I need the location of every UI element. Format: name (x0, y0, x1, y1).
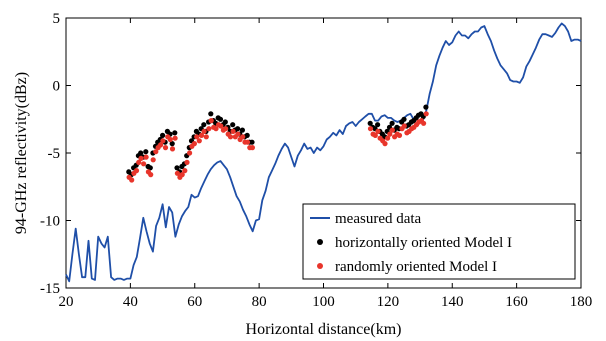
data-point-random (375, 128, 381, 134)
y-axis-ticks: 5 0 -5 -10 -15 (40, 11, 581, 297)
data-point-horizontal (208, 111, 214, 117)
series-layer (65, 22, 582, 283)
data-point-random (372, 132, 378, 138)
data-point-random (208, 118, 214, 124)
data-point-random (153, 149, 159, 155)
data-point-horizontal (160, 132, 166, 138)
data-point-random (387, 131, 393, 137)
y-tick-label: -15 (40, 281, 60, 297)
data-point-horizontal (367, 120, 373, 126)
data-point-random (213, 126, 219, 132)
data-point-random (136, 159, 142, 165)
data-point-random (196, 138, 202, 144)
data-point-random (187, 150, 193, 156)
x-tick-label: 120 (377, 294, 400, 310)
data-point-random (230, 128, 236, 134)
data-point-random (191, 141, 197, 147)
x-tick-label: 80 (252, 294, 267, 310)
x-tick-label: 180 (570, 294, 593, 310)
data-point-random (158, 142, 164, 148)
data-point-random (423, 111, 429, 117)
x-tick-label: 20 (59, 294, 74, 310)
data-point-random (421, 120, 427, 126)
data-point-horizontal (169, 141, 175, 147)
data-point-horizontal (201, 122, 207, 128)
data-point-horizontal (138, 150, 144, 156)
y-tick-label: 5 (53, 11, 61, 27)
data-point-random (179, 172, 185, 178)
data-point-horizontal (172, 130, 178, 136)
x-tick-label: 140 (441, 294, 464, 310)
legend-label-measured: measured data (335, 211, 422, 227)
data-point-horizontal (147, 165, 153, 171)
data-point-random (182, 168, 188, 174)
series-line-measured (65, 22, 582, 283)
data-point-random (169, 146, 176, 152)
data-point-horizontal (375, 122, 381, 128)
x-tick-label: 100 (312, 294, 335, 310)
data-point-random (401, 123, 407, 129)
legend-marker-horizontal (317, 239, 323, 245)
data-point-random (235, 131, 241, 137)
data-point-random (227, 134, 234, 140)
data-point-random (382, 141, 388, 147)
data-point-horizontal (401, 116, 407, 122)
data-point-horizontal (217, 116, 224, 122)
data-point-random (172, 135, 178, 141)
data-point-random (133, 168, 140, 174)
data-point-random (240, 134, 246, 140)
data-point-random (174, 170, 180, 176)
data-point-random (167, 136, 173, 143)
y-tick-label: 0 (53, 79, 61, 95)
legend-marker-random (317, 263, 323, 269)
data-point-random (143, 154, 149, 160)
data-point-horizontal (235, 126, 241, 132)
y-tick-label: -5 (48, 146, 61, 162)
y-tick-label: -10 (40, 214, 60, 230)
data-point-horizontal (423, 104, 429, 110)
x-tick-label: 60 (187, 294, 202, 310)
data-point-random (138, 155, 144, 161)
y-axis-label: 94-GHz reflectivity(dBz) (13, 72, 30, 234)
legend-box (302, 203, 576, 280)
data-point-random (198, 132, 205, 138)
data-point-horizontal (143, 149, 149, 155)
data-point-horizontal (230, 122, 236, 128)
data-point-random (223, 126, 229, 132)
data-point-random (162, 145, 169, 151)
data-point-horizontal (239, 127, 245, 133)
data-point-horizontal (222, 119, 228, 125)
data-point-random (141, 161, 147, 167)
data-point-random (385, 135, 391, 141)
data-point-random (396, 132, 403, 138)
data-point-random (150, 157, 156, 163)
legend-label-horizontal: horizontally oriented Model I (335, 235, 512, 251)
data-point-random (160, 138, 166, 144)
data-point-horizontal (174, 165, 180, 171)
data-point-random (206, 126, 212, 132)
data-point-random (148, 172, 154, 178)
data-point-random (249, 145, 255, 151)
data-point-random (389, 127, 395, 133)
x-axis-label: Horizontal distance(km) (246, 321, 402, 338)
legend-label-random: randomly oriented Model I (335, 259, 497, 275)
legend: measured data horizontally oriented Mode… (302, 203, 576, 280)
x-tick-label: 40 (123, 294, 138, 310)
x-axis-ticks: 20 40 60 80 100 120 140 160 180 (59, 18, 593, 310)
data-point-horizontal (244, 132, 250, 138)
data-point-random (194, 134, 200, 140)
data-point-random (218, 123, 224, 129)
data-point-random (201, 128, 207, 134)
data-point-random (129, 177, 135, 183)
data-point-horizontal (249, 139, 255, 145)
x-tick-label: 160 (505, 294, 528, 310)
data-point-random (367, 126, 374, 132)
data-point-random (184, 159, 190, 165)
data-point-random (244, 139, 251, 145)
data-point-horizontal (389, 120, 395, 126)
data-point-random (203, 134, 209, 140)
